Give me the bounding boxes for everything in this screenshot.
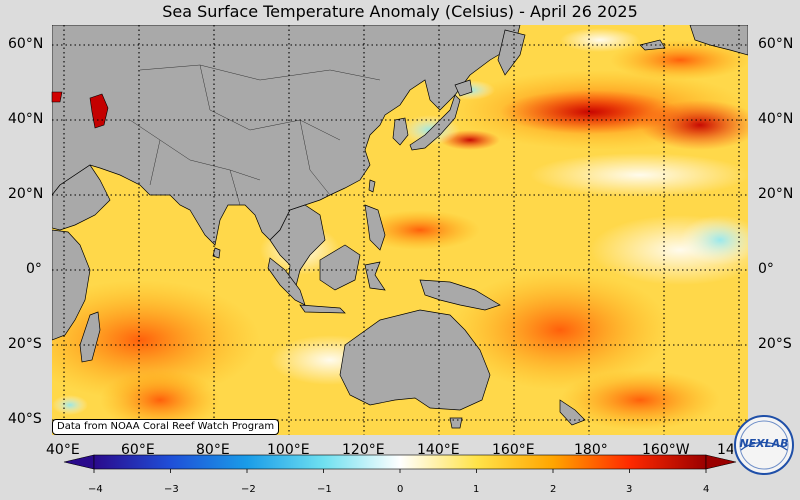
borders: [129, 64, 381, 206]
lat-label-left-20n: 20°N: [8, 186, 44, 202]
black-sea-edge: [51, 91, 63, 103]
colorbar-tick-neg4: −4: [88, 484, 103, 495]
colorbar-tick-neg3: −3: [164, 484, 179, 495]
lat-label-right-0: 0°: [758, 261, 774, 277]
land-sri-lanka: [212, 247, 221, 259]
colorbar-tick-neg1: −1: [317, 484, 332, 495]
land-taiwan: [368, 179, 376, 193]
lat-label-left-20s: 20°S: [8, 336, 42, 352]
source-note: Data from NOAA Coral Reef Watch Program: [52, 419, 280, 435]
nexlab-logo: NEXLAB: [734, 415, 794, 475]
colorbar-tick-4: 4: [703, 484, 710, 495]
land-new-guinea: [419, 279, 501, 311]
lon-label-140w: 140: [717, 442, 733, 458]
land-alaska: [689, 25, 748, 56]
lon-label-60e: 60°E: [121, 442, 155, 458]
lon-label-80e: 80°E: [196, 442, 230, 458]
land-aleutian: [639, 39, 666, 51]
colorbar: [63, 454, 737, 473]
colorbar-tick-1: 1: [473, 484, 480, 495]
land-new-zealand: [559, 399, 586, 426]
lat-label-left-40s: 40°S: [8, 411, 42, 427]
land-philippines: [364, 204, 386, 251]
lon-label-180: 180°: [574, 442, 608, 458]
land-indochina: [269, 204, 326, 291]
land-kamchatka: [497, 29, 526, 76]
colorbar-tick-2: 2: [550, 484, 557, 495]
land-tasmania: [449, 417, 463, 429]
land-australia: [339, 309, 491, 411]
colorbar-tick-3: 3: [626, 484, 633, 495]
lon-label-120e: 120°E: [342, 442, 385, 458]
land-java: [299, 304, 346, 314]
land-arabia: [52, 164, 111, 231]
lat-label-right-20n: 20°N: [758, 186, 794, 202]
land-masses: [52, 25, 748, 429]
land-africa: [52, 229, 91, 341]
lon-label-160e: 160°E: [492, 442, 535, 458]
colorbar-tick-neg2: −2: [241, 484, 256, 495]
land-borneo: [319, 244, 361, 291]
land-japan: [409, 94, 461, 151]
colorbar-ramp: [93, 454, 707, 470]
lat-label-right-20s: 20°S: [758, 336, 792, 352]
lat-label-right-60n: 60°N: [758, 36, 794, 52]
map-title: Sea Surface Temperature Anomaly (Celsius…: [162, 2, 638, 21]
lat-label-left-0: 0°: [26, 261, 42, 277]
land-hokkaido: [454, 79, 473, 97]
land-korea: [392, 117, 409, 146]
lat-label-left-40n: 40°N: [8, 111, 44, 127]
lon-label-100e: 100°E: [267, 442, 310, 458]
lon-label-140e: 140°E: [417, 442, 460, 458]
lat-label-right-40n: 40°N: [758, 111, 794, 127]
lon-label-40e: 40°E: [46, 442, 80, 458]
logo-text: NEXLAB: [739, 437, 788, 450]
lat-label-left-60n: 60°N: [8, 36, 44, 52]
graticule: [52, 25, 748, 435]
land-sulawesi: [364, 261, 386, 291]
colorbar-tick-0: 0: [397, 484, 404, 495]
ocean-field: [52, 25, 748, 435]
colorbar-right-arrow: [705, 454, 737, 470]
caspian-sea: [89, 93, 109, 129]
lon-label-160w: 160°W: [642, 442, 690, 458]
